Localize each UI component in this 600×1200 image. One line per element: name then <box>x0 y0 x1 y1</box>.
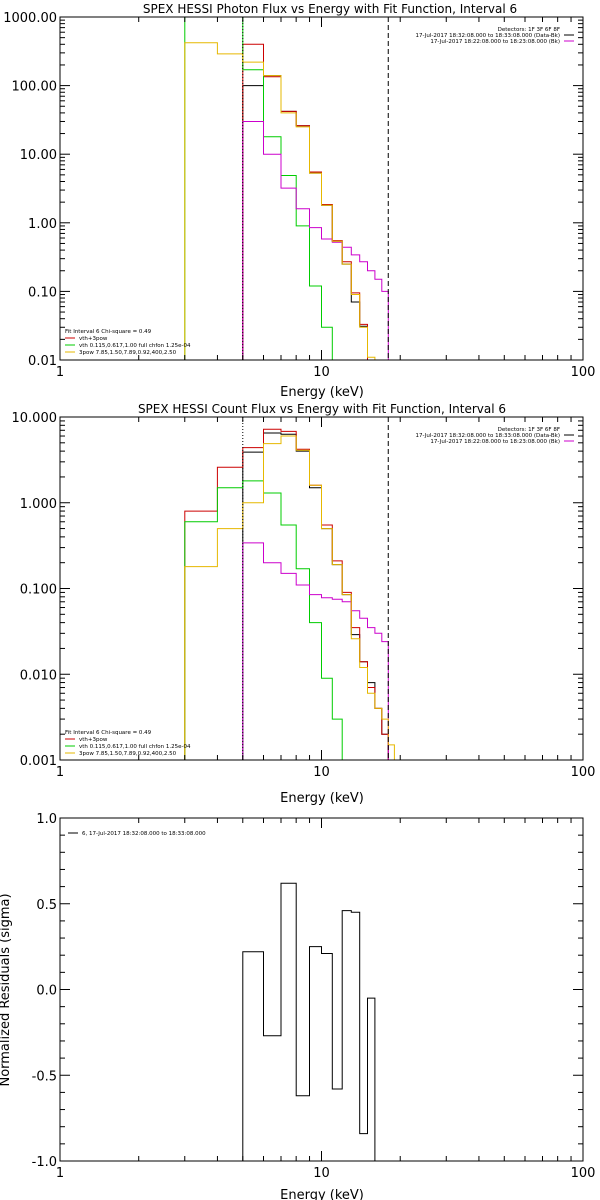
series-line-vth-3pow <box>242 43 368 360</box>
x-tick-label: 10 <box>313 365 330 380</box>
plot-frame <box>59 416 584 761</box>
y-tick-label: 0.010 <box>20 668 57 683</box>
x-tick-label: 1 <box>56 1166 64 1181</box>
detector-annotation: Detectors: 1F 3F 6F 8F <box>498 427 560 433</box>
y-tick-label: -1.0 <box>32 1155 57 1170</box>
x-tick-label: 100 <box>571 1166 596 1181</box>
series-line-vth <box>184 480 343 760</box>
y-tick-label: 0.10 <box>28 285 57 300</box>
y-tick-label: 0.01 <box>28 354 57 369</box>
legend-label: 6, 17-Jul-2017 18:32:08.000 to 18:33:08.… <box>82 831 206 837</box>
fit-interval-label: Fit Interval 6 Chi-square = 0.49 <box>65 730 152 736</box>
detector-annotation: 17-Jul-2017 18:22:08.000 to 18:23:08.000… <box>430 439 560 445</box>
series-line-data-bk <box>242 75 368 360</box>
photon-flux-chart: SPEX HESSI Photon Flux vs Energy with Fi… <box>3 2 595 400</box>
detector-annotation: Detectors: 1F 3F 6F 8F <box>498 27 560 33</box>
x-axis-label: Energy (keV) <box>280 791 364 806</box>
series-line-6-17-jul-2017-18-32-08-000-to-18-33-08-000 <box>242 882 376 1161</box>
x-tick-label: 100 <box>571 765 596 780</box>
y-tick-label: 10.000 <box>12 411 58 426</box>
count-flux-chart: SPEX HESSI Count Flux vs Energy with Fit… <box>12 402 596 806</box>
y-tick-label: 0.5 <box>36 898 57 913</box>
series-line-vth-3pow <box>184 428 389 760</box>
detector-annotation: 17-Jul-2017 18:32:08.000 to 18:33:08.000… <box>416 433 561 439</box>
legend-label: 3pow 7.85,1.50,7.89,0.92,400,2.50 <box>79 751 177 757</box>
y-tick-label: 10.00 <box>20 148 57 163</box>
y-tick-label: 0.0 <box>36 984 57 999</box>
legend-label: vth 0.115,0.617,1.00 full chfon 1.25e-04 <box>79 343 191 349</box>
x-tick-label: 100 <box>571 365 596 380</box>
y-tick-label: 0.001 <box>20 754 57 769</box>
x-tick-label: 1 <box>56 365 64 380</box>
series-line-bk <box>242 542 389 760</box>
detector-annotation: 17-Jul-2017 18:22:08.000 to 18:23:08.000… <box>430 39 560 45</box>
series-line-vth <box>184 17 333 360</box>
residuals-chart: 1 10 100 -1.0 -0.5 0.0 0.5 1.0 Energy (keV) Nor… <box>0 812 595 1200</box>
series-line-bk <box>242 121 389 360</box>
y-tick-label: 100.00 <box>12 80 58 95</box>
y-tick-label: 1.000 <box>20 497 57 512</box>
fit-interval-label: Fit Interval 6 Chi-square = 0.49 <box>65 329 152 335</box>
y-tick-label: 1.0 <box>36 812 57 827</box>
y-tick-label: 0.100 <box>20 583 57 598</box>
series-line-3pow <box>184 42 382 360</box>
plot-frame <box>59 817 584 1162</box>
y-axis-label: Normalized Residuals (sigma) <box>0 893 13 1086</box>
x-tick-label: 10 <box>313 1166 330 1181</box>
x-tick-label: 1 <box>56 765 64 780</box>
x-axis-label: Energy (keV) <box>280 1188 364 1200</box>
legend-label: vth+3pow <box>79 336 108 342</box>
y-tick-label: 1.00 <box>28 217 57 232</box>
legend-label: vth 0.115,0.617,1.00 full chfon 1.25e-04 <box>79 744 191 750</box>
detector-annotation: 17-Jul-2017 18:32:08.000 to 18:33:08.000… <box>416 33 561 39</box>
series-line-3pow <box>184 435 401 760</box>
series-line-data-bk <box>242 432 389 760</box>
x-axis-label: Energy (keV) <box>280 385 364 400</box>
legend-label: 3pow 7.85,1.50,7.89,0.92,400,2.50 <box>79 350 177 356</box>
x-tick-label: 10 <box>313 765 330 780</box>
chart-title: SPEX HESSI Count Flux vs Energy with Fit… <box>138 402 506 416</box>
y-tick-label: -0.5 <box>32 1069 57 1084</box>
chart-title: SPEX HESSI Photon Flux vs Energy with Fi… <box>143 2 517 16</box>
legend-label: vth+3pow <box>79 737 108 743</box>
y-tick-label: 1000.00 <box>3 11 57 26</box>
